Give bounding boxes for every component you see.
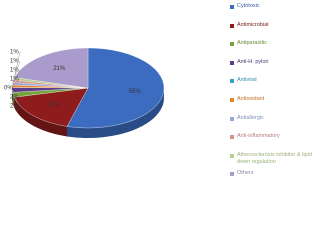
legend-swatch	[230, 79, 234, 84]
slice-side	[14, 97, 68, 137]
legend-swatch	[230, 5, 234, 9]
data-label: 1%	[10, 50, 19, 56]
slice-side	[12, 92, 15, 108]
legend-label: Antiallergic	[237, 114, 264, 121]
chart: 55%17%2%2%0%1%1%1%1%21%	[4, 47, 165, 139]
page: {"chart_data": {"type": "pie", "categori…	[4, 3, 312, 177]
legend-swatch	[230, 153, 234, 158]
leader-line	[11, 87, 15, 89]
leader-line	[12, 69, 21, 84]
legend-swatch	[230, 116, 234, 121]
slice	[14, 47, 89, 89]
data-label: 2%	[10, 95, 19, 101]
legend-label: Cytotoxic	[237, 3, 260, 9]
legend-label: Anti-inflammatory	[237, 133, 280, 140]
slice	[13, 87, 89, 127]
legend-swatch	[230, 98, 234, 102]
data-label: 1%	[10, 59, 19, 65]
data-label: 55%	[129, 89, 142, 95]
legend-swatch	[230, 23, 234, 28]
legend-label: Antiviral	[237, 77, 257, 84]
legend-label: Antiparasitic	[237, 40, 267, 47]
slice-side	[67, 88, 165, 139]
data-label: 0%	[4, 86, 13, 92]
legend-label: Antioxidant	[237, 96, 265, 102]
leader-line	[11, 89, 21, 98]
legend-swatch	[230, 172, 234, 177]
data-label: 2%	[10, 104, 19, 110]
legend-swatch	[230, 42, 234, 47]
legend-swatch	[230, 135, 234, 140]
legend-label: Antimicrobial	[237, 21, 269, 28]
legend-label: Others	[237, 170, 254, 177]
legend-label: Anti-H. pylori	[237, 58, 269, 65]
legend-swatch	[230, 60, 234, 65]
data-label: 17%	[48, 103, 61, 109]
legend-label: Atherosclerosis inhibitor & lipid down r…	[237, 151, 312, 165]
data-label: 21%	[53, 66, 66, 72]
slice	[66, 47, 165, 129]
leader-line	[13, 51, 21, 79]
data-label: 1%	[10, 68, 19, 74]
leader-line	[11, 78, 21, 87]
leader-line	[12, 94, 21, 107]
